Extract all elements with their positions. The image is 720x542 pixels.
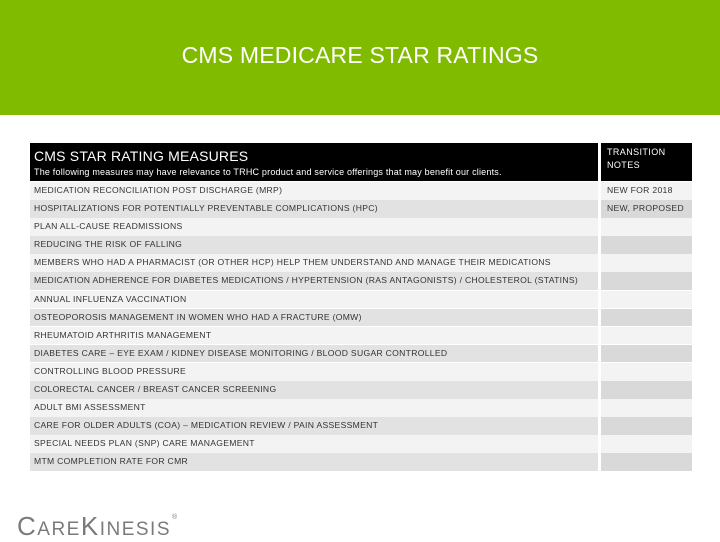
transition-note-cell <box>601 417 692 435</box>
star-ratings-table: CMS STAR RATING MEASURES The following m… <box>30 143 694 472</box>
table-row: COLORECTAL CANCER / BREAST CANCER SCREEN… <box>30 381 694 399</box>
table-row: ADULT BMI ASSESSMENT <box>30 399 694 417</box>
transition-note-cell <box>601 453 692 471</box>
transition-note-cell <box>601 326 692 345</box>
table-header: CMS STAR RATING MEASURES The following m… <box>30 143 694 181</box>
measure-cell: MTM COMPLETION RATE FOR CMR <box>30 453 598 471</box>
transition-note-cell <box>601 236 692 254</box>
transition-note-cell <box>601 290 692 309</box>
transition-note-cell <box>601 362 692 381</box>
transition-note-cell <box>601 218 692 236</box>
transition-note-cell: NEW FOR 2018 <box>601 182 692 200</box>
measure-cell: DIABETES CARE – EYE EXAM / KIDNEY DISEAS… <box>30 344 598 363</box>
transition-notes-header: TRANSITION NOTES <box>601 143 692 181</box>
measure-cell: MEDICATION RECONCILIATION POST DISCHARGE… <box>30 182 598 200</box>
measure-cell: COLORECTAL CANCER / BREAST CANCER SCREEN… <box>30 381 598 399</box>
table-row: ANNUAL INFLUENZA VACCINATION <box>30 290 694 309</box>
measure-cell: MEMBERS WHO HAD A PHARMACIST (OR OTHER H… <box>30 254 598 272</box>
table-row: MEDICATION RECONCILIATION POST DISCHARGE… <box>30 182 694 200</box>
registered-mark: ® <box>172 514 179 521</box>
measures-header-subtitle: The following measures may have relevanc… <box>34 167 502 177</box>
measures-header-title: CMS STAR RATING MEASURES <box>34 148 249 164</box>
table-row: MEDICATION ADHERENCE FOR DIABETES MEDICA… <box>30 272 694 291</box>
transition-note-cell <box>601 272 692 291</box>
measure-cell: PLAN ALL-CAUSE READMISSIONS <box>30 218 598 236</box>
measure-cell: HOSPITALIZATIONS FOR POTENTIALLY PREVENT… <box>30 200 598 218</box>
measure-cell: OSTEOPOROSIS MANAGEMENT IN WOMEN WHO HAD… <box>30 308 598 327</box>
transition-note-cell <box>601 344 692 363</box>
table-row: REDUCING THE RISK OF FALLING <box>30 236 694 254</box>
carekinesis-logo: C ARE K INESIS ® <box>17 511 179 541</box>
table-row: DIABETES CARE – EYE EXAM / KIDNEY DISEAS… <box>30 344 694 363</box>
transition-note-cell <box>601 435 692 453</box>
measure-cell: REDUCING THE RISK OF FALLING <box>30 236 598 254</box>
table-row: CONTROLLING BLOOD PRESSURE <box>30 362 694 381</box>
slide-title: CMS MEDICARE STAR RATINGS <box>181 42 539 68</box>
measure-cell: RHEUMATOID ARTHRITIS MANAGEMENT <box>30 326 598 345</box>
title-banner: CMS MEDICARE STAR RATINGS <box>0 0 720 115</box>
table-row: CARE FOR OLDER ADULTS (COA) – MEDICATION… <box>30 417 694 435</box>
transition-note-cell <box>601 381 692 399</box>
measure-cell: SPECIAL NEEDS PLAN (SNP) CARE MANAGEMENT <box>30 435 598 453</box>
measure-cell: CARE FOR OLDER ADULTS (COA) – MEDICATION… <box>30 417 598 435</box>
transition-note-cell <box>601 399 692 417</box>
table-body: MEDICATION RECONCILIATION POST DISCHARGE… <box>30 182 694 471</box>
table-row: HOSPITALIZATIONS FOR POTENTIALLY PREVENT… <box>30 200 694 218</box>
measure-cell: ADULT BMI ASSESSMENT <box>30 399 598 417</box>
table-row: RHEUMATOID ARTHRITIS MANAGEMENT <box>30 326 694 345</box>
transition-note-cell <box>601 308 692 327</box>
measure-cell: CONTROLLING BLOOD PRESSURE <box>30 362 598 381</box>
measures-header-cell: CMS STAR RATING MEASURES The following m… <box>30 143 598 181</box>
table-row: SPECIAL NEEDS PLAN (SNP) CARE MANAGEMENT <box>30 435 694 453</box>
measure-cell: MEDICATION ADHERENCE FOR DIABETES MEDICA… <box>30 272 598 291</box>
transition-note-cell <box>601 254 692 272</box>
measure-cell: ANNUAL INFLUENZA VACCINATION <box>30 290 598 309</box>
table-row: PLAN ALL-CAUSE READMISSIONS <box>30 218 694 236</box>
table-row: OSTEOPOROSIS MANAGEMENT IN WOMEN WHO HAD… <box>30 308 694 327</box>
transition-note-cell: NEW, PROPOSED <box>601 200 692 218</box>
table-row: MEMBERS WHO HAD A PHARMACIST (OR OTHER H… <box>30 254 694 272</box>
table-row: MTM COMPLETION RATE FOR CMR <box>30 453 694 471</box>
